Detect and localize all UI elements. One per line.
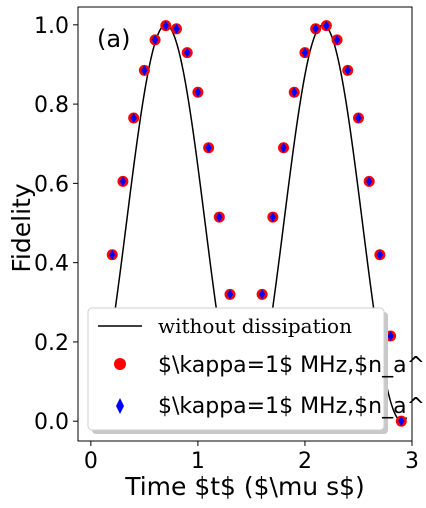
x-tick-label: 3 — [405, 449, 419, 474]
x-axis-title: Time $t$ ($\mu s$) — [124, 472, 365, 501]
y-tick-label: 0.4 — [34, 252, 69, 277]
y-tick-label: 0.0 — [34, 410, 69, 435]
data-point-diamond — [323, 20, 330, 31]
y-tick-label: 0.2 — [34, 331, 69, 356]
data-point-diamond — [173, 23, 180, 34]
panel-label: (a) — [97, 25, 130, 53]
legend-diamond-swatch — [116, 398, 124, 414]
data-point-diamond — [398, 416, 405, 427]
x-tick-label: 2 — [298, 449, 312, 474]
data-point-diamond — [119, 176, 127, 187]
data-point-diamond — [194, 87, 202, 98]
data-point-diamond — [333, 34, 341, 45]
legend: without dissipation $\kappa=1$ MHz,$n_a^… — [87, 307, 426, 434]
x-tick-label: 1 — [191, 449, 205, 474]
y-tick-label: 1.0 — [34, 14, 69, 39]
data-point-diamond — [280, 142, 287, 153]
data-point-diamond — [365, 176, 373, 187]
data-point-diamond — [141, 65, 148, 76]
data-point-diamond — [162, 20, 169, 31]
legend-label-diamond: $\kappa=1$ MHz,$n_a^{th}=0.01$ — [158, 394, 426, 419]
data-point-diamond — [130, 112, 137, 123]
data-point-diamond — [258, 289, 266, 300]
data-point-diamond — [312, 23, 319, 34]
y-tick-label: 0.8 — [34, 93, 69, 118]
data-point-diamond — [226, 289, 234, 300]
legend-box — [87, 307, 385, 431]
axes: 0 1 2 3 0.0 0.2 0.4 0.6 0.8 1.0 — [34, 14, 419, 474]
data-point-diamond — [151, 34, 159, 45]
legend-circle-swatch — [114, 358, 126, 370]
x-tick-label: 0 — [84, 449, 98, 474]
data-point-diamond — [387, 330, 394, 341]
data-point-diamond — [291, 87, 298, 98]
data-point-diamond — [376, 249, 384, 260]
data-point-diamond — [269, 212, 277, 223]
data-point-diamond — [109, 249, 116, 260]
plot-content — [106, 20, 408, 427]
data-point-diamond — [344, 65, 351, 76]
y-tick-label: 0.6 — [34, 172, 69, 197]
legend-label-line: without dissipation — [158, 314, 352, 338]
plot-frame — [77, 6, 413, 442]
data-point-diamond — [301, 47, 309, 58]
data-point-diamond — [355, 112, 362, 123]
data-point-diamond — [205, 142, 212, 153]
data-point-diamond — [216, 212, 223, 223]
y-axis-title: Fidelity — [7, 183, 36, 272]
data-point-diamond — [183, 47, 191, 58]
legend-label-circle: $\kappa=1$ MHz,$n_a^{th}=0$ — [158, 353, 426, 378]
